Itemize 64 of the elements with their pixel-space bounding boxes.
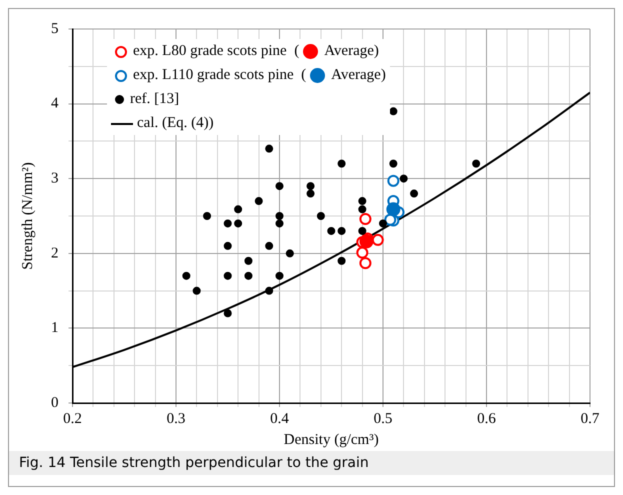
point [356, 246, 368, 259]
point [265, 242, 274, 250]
point [379, 219, 387, 228]
point [224, 309, 232, 318]
x-tick-label: 0.4 [270, 410, 290, 427]
point [387, 174, 400, 187]
point [265, 144, 274, 153]
point [472, 160, 480, 168]
legend-label: Average) [324, 43, 379, 59]
point [276, 182, 284, 190]
point [386, 202, 400, 216]
point [234, 219, 242, 228]
y-tick-label: 0 [51, 394, 58, 411]
point [359, 212, 372, 225]
y-tick-label: 5 [51, 20, 58, 37]
legend-label: Average) [331, 67, 386, 83]
point [338, 256, 346, 265]
x-tick-label: 0.7 [580, 410, 600, 427]
legend-label: exp. L110 grade scots pine ( [133, 67, 306, 83]
point [276, 212, 284, 220]
x-tick-label: 0.5 [374, 410, 392, 427]
y-tick-label: 3 [51, 170, 58, 187]
point [338, 160, 346, 168]
legend-label: exp. L80 grade scots pine ( [133, 43, 300, 59]
point [316, 212, 325, 220]
point [338, 226, 346, 235]
point [400, 174, 408, 183]
point [254, 197, 263, 206]
point [327, 226, 336, 235]
x-axis-title: Density (g/cm³) [284, 432, 379, 448]
point [358, 226, 366, 235]
legend-label: ref. [13] [130, 91, 180, 107]
point [358, 205, 366, 214]
point [306, 190, 315, 198]
point [244, 256, 252, 265]
point [244, 272, 252, 280]
point [265, 286, 274, 295]
point [358, 197, 366, 206]
point [389, 107, 398, 116]
point [276, 272, 284, 280]
point [359, 257, 372, 270]
point [306, 182, 315, 190]
y-tick-label: 1 [51, 320, 58, 336]
y-tick-label: 2 [51, 245, 58, 262]
point [372, 234, 384, 246]
point [389, 160, 398, 168]
point [182, 272, 190, 280]
x-tick-label: 0.3 [166, 410, 186, 427]
point [192, 286, 201, 295]
caption: Fig. 14 Tensile strength perpendicular to the grain [9, 451, 614, 475]
point [359, 234, 374, 248]
point [410, 190, 418, 198]
x-tick-label: 0.6 [477, 410, 496, 427]
point [276, 219, 284, 228]
point [224, 219, 232, 228]
legend-label: cal. (Eq. (4)) [137, 115, 214, 131]
point [224, 272, 232, 280]
y-tick-label: 4 [51, 96, 59, 112]
point [234, 205, 242, 214]
point [203, 212, 212, 220]
point [286, 249, 294, 258]
point [224, 242, 232, 250]
y-axis-title: Strength (N/mm²) [20, 162, 36, 270]
x-tick-label: 0.2 [63, 410, 82, 427]
